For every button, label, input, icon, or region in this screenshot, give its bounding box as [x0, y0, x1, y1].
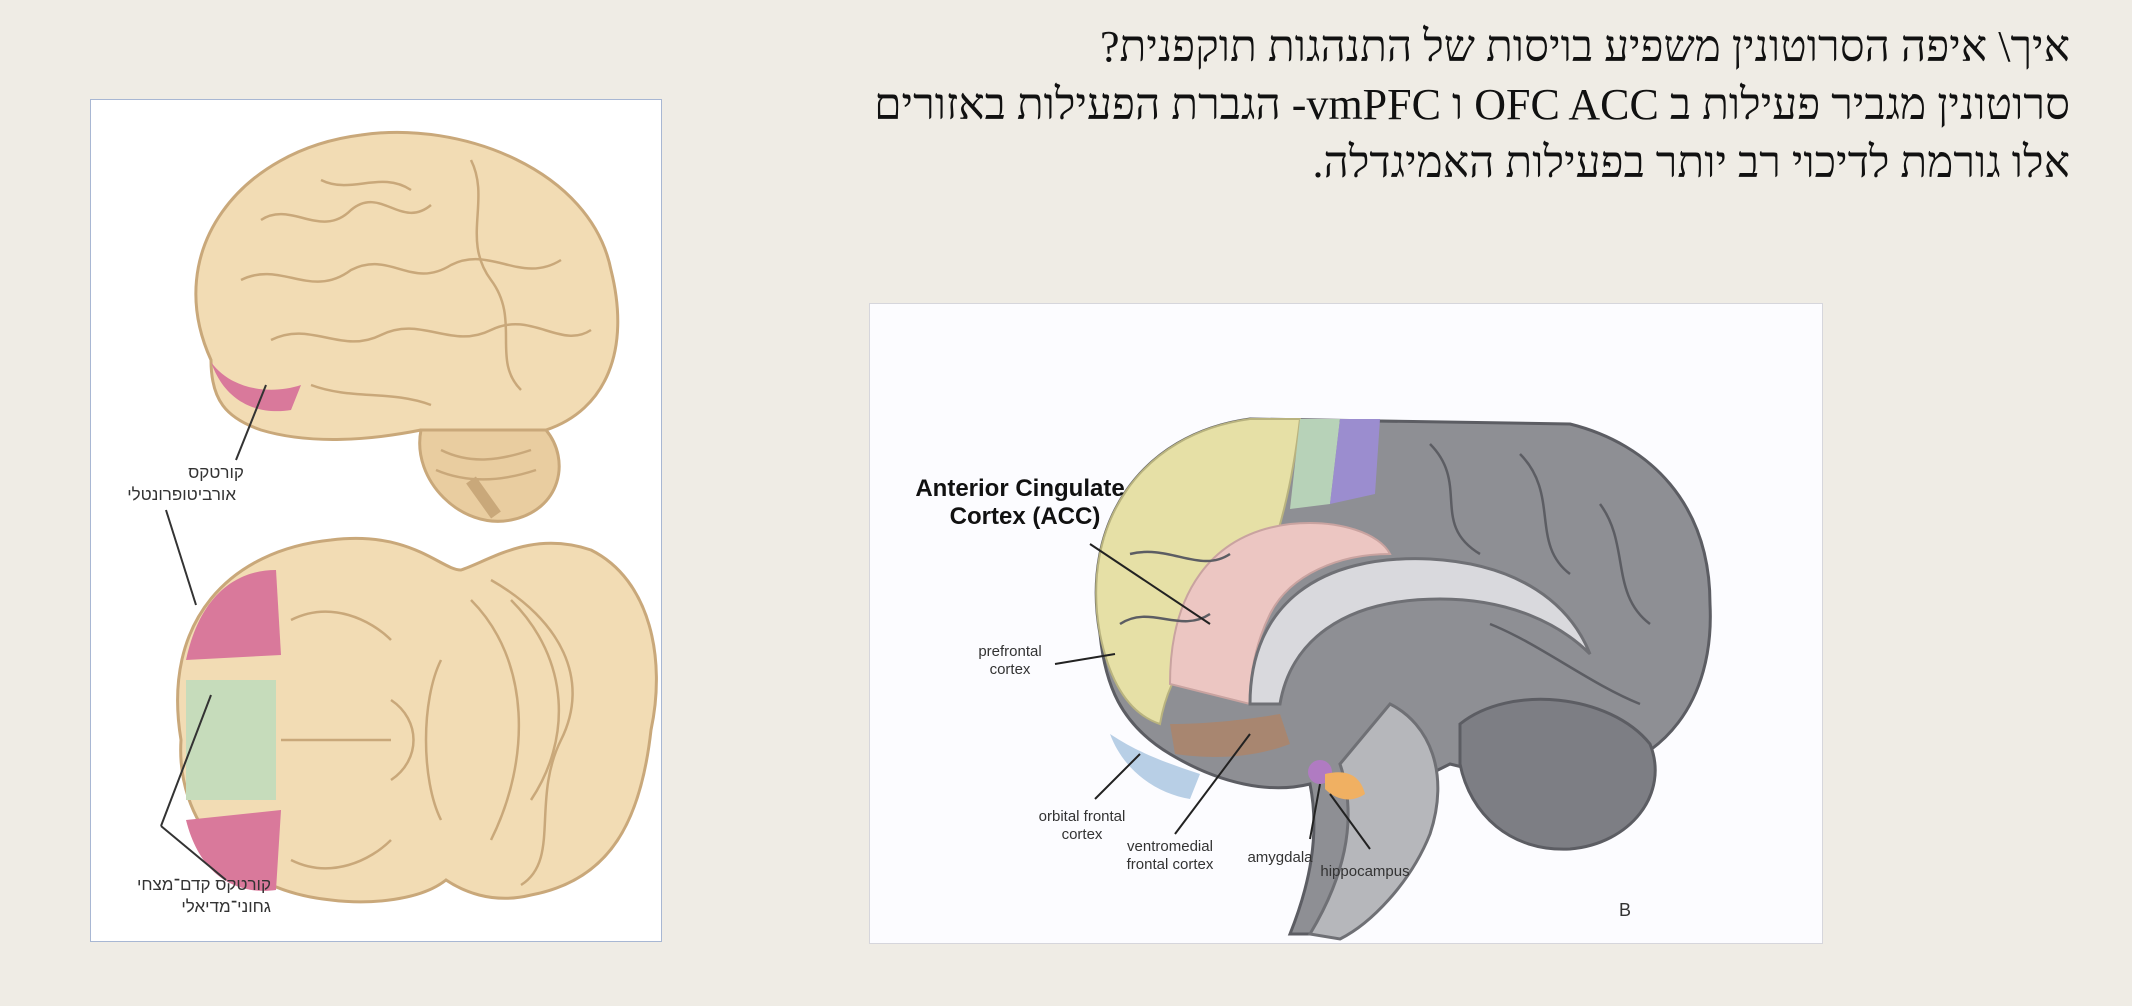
brain-illustration: קורטקס אורביטופרונטלי קורטקס קדם־מצחי גח… [127, 130, 658, 916]
label-orbital-line1: orbital frontal [1039, 808, 1126, 825]
panel-letter: B [1619, 900, 1631, 920]
right-leader-lines [1054, 543, 1371, 850]
header-line-1: איך\ איפה הסרוטונין משפיע בויסות של התנה… [1099, 22, 2070, 71]
purple-region [1330, 419, 1380, 504]
acc-region [1168, 522, 1392, 706]
brain-midsagittal-figure: Anterior Cingulate Cortex (ACC) prefront… [869, 303, 1823, 944]
label-ventromedial-line2: frontal cortex [1127, 856, 1214, 873]
ventral-brain-view [176, 537, 658, 904]
brainstem [1307, 702, 1440, 941]
label-amygdala: amygdala [1247, 849, 1313, 866]
header-line-3: אלו גורמת לדיכוי רב יותר בפעילות האמיגדל… [1312, 138, 2070, 187]
midsagittal-illustration: Anterior Cingulate Cortex (ACC) prefront… [915, 417, 1712, 941]
label-prefrontal-line2: cortex [990, 661, 1031, 678]
label-hippocampus: hippocampus [1320, 863, 1409, 880]
hippocampus-region [1325, 772, 1365, 800]
label-ventromedial-line2: גחוני־מדיאלי [181, 897, 271, 916]
green-region [1290, 419, 1340, 509]
label-orbital-line2: cortex [1062, 826, 1103, 843]
header-line-2: סרוטונין מגביר פעילות ב OFC ACC ו vmPFC-… [874, 80, 2070, 129]
slide-header: איך\ איפה הסרוטונין משפיע בויסות של התנה… [760, 18, 2070, 192]
acc-title-line1: Anterior Cingulate [915, 475, 1124, 502]
label-orbitofrontal-line1: קורטקס [188, 463, 244, 482]
label-ventromedial-line1: ventromedial [1127, 838, 1213, 855]
ventromedial-region [1170, 714, 1290, 757]
cerebellum [1458, 697, 1657, 851]
left-leader-lines [160, 384, 267, 881]
label-orbitofrontal-line2: אורביטופרונטלי [127, 485, 236, 504]
label-ventromedial-line1: קורטקס קדם־מצחי [137, 875, 271, 894]
acc-title-line2: Cortex (ACC) [950, 503, 1101, 530]
orbital-region [1110, 734, 1200, 799]
lateral-brain-view [194, 130, 620, 523]
brain-lateral-ventral-figure: קורטקס אורביטופרונטלי קורטקס קדם־מצחי גח… [90, 99, 662, 942]
corpus-callosum [1248, 557, 1592, 706]
label-prefrontal-line1: prefrontal [978, 643, 1041, 660]
